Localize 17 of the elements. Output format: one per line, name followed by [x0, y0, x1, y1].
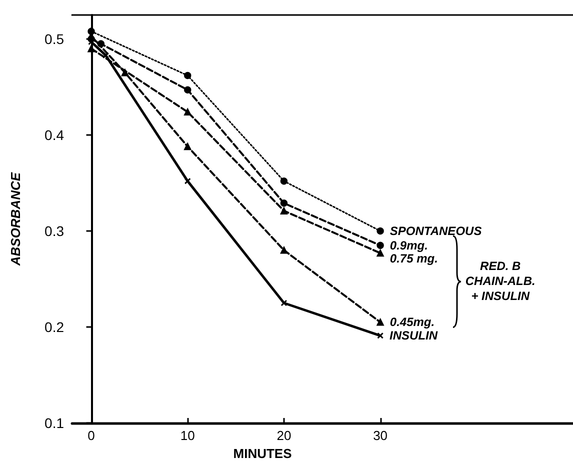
annotation: RED. B CHAIN-ALB. + INSULIN: [465, 259, 536, 304]
series-label: 0.45mg.: [390, 315, 435, 330]
x-tick-label: 0: [88, 428, 95, 443]
y-axis-title: ABSORBANCE: [8, 172, 23, 267]
x-tick-label: 20: [276, 428, 292, 443]
x-tick-label: 10: [180, 428, 195, 443]
series-label: 0.75 mg.: [390, 251, 438, 266]
y-tick-label: 0.4: [44, 127, 64, 143]
series-label: 0.9mg.: [390, 238, 428, 252]
series-label: SPONTANEOUS: [390, 224, 482, 238]
x-axis-title: MINUTES: [233, 446, 292, 461]
y-tick-label: 0.3: [44, 223, 64, 239]
x-tick-label: 30: [373, 428, 388, 443]
y-tick-label: 0.1: [44, 415, 64, 431]
series-label: INSULIN: [390, 328, 438, 343]
y-tick-label: 0.5: [44, 31, 64, 47]
y-tick-label: 0.2: [44, 319, 64, 335]
